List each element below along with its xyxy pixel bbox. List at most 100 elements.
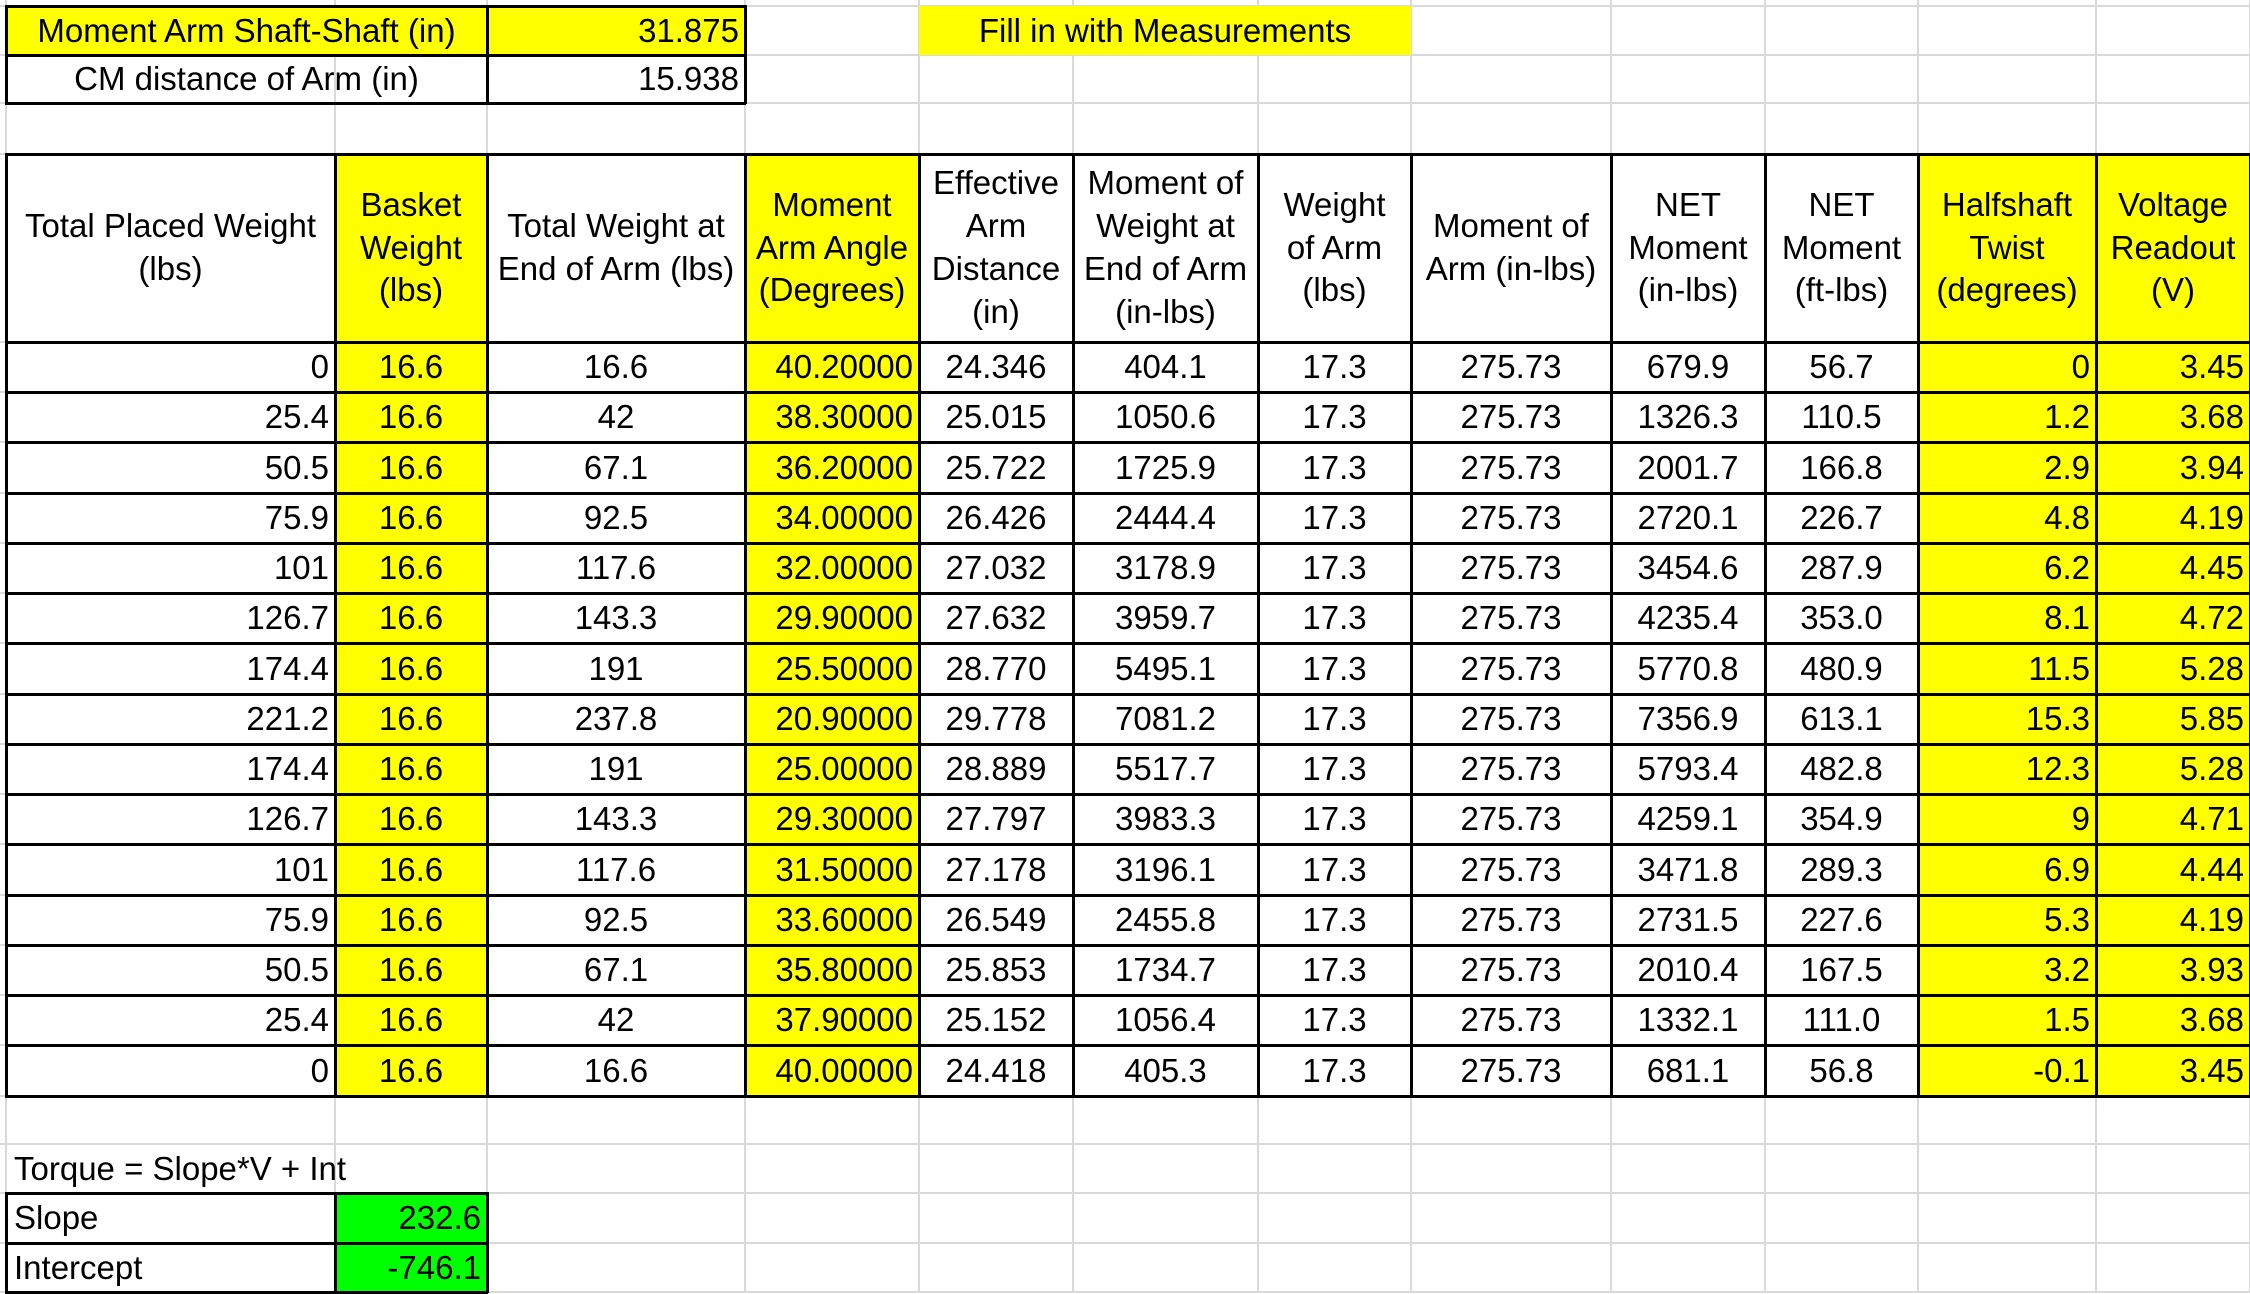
- table-cell[interactable]: 4259.1: [1637, 800, 1739, 838]
- table-cell[interactable]: 110.5: [1801, 398, 1882, 436]
- table-cell[interactable]: 20.90000: [745, 694, 919, 744]
- table-cell[interactable]: 2001.7: [1637, 448, 1739, 486]
- column-header[interactable]: Total Weight at End of Arm (lbs): [497, 207, 735, 287]
- table-cell[interactable]: 117.6: [575, 549, 657, 587]
- table-cell[interactable]: 101: [273, 549, 329, 587]
- table-cell[interactable]: 4.19: [2096, 895, 2250, 945]
- table-cell[interactable]: 16.6: [335, 744, 487, 794]
- table-cell[interactable]: 16.6: [335, 342, 487, 392]
- table-cell[interactable]: 56.7: [1809, 348, 1874, 386]
- table-cell[interactable]: 16.6: [335, 794, 487, 844]
- table-cell[interactable]: 16.6: [335, 643, 487, 694]
- table-cell[interactable]: 2731.5: [1637, 901, 1739, 939]
- table-cell[interactable]: 3.94: [2096, 442, 2250, 493]
- table-cell[interactable]: 1.2: [1918, 392, 2096, 442]
- table-cell[interactable]: 56.8: [1809, 1051, 1874, 1089]
- table-cell[interactable]: 29.30000: [745, 794, 919, 844]
- table-cell[interactable]: 50.5: [264, 951, 329, 989]
- table-cell[interactable]: 16.6: [335, 442, 487, 493]
- table-cell[interactable]: 353.0: [1800, 599, 1883, 637]
- table-cell[interactable]: 25.853: [945, 951, 1047, 989]
- column-header[interactable]: NET Moment (ft-lbs): [1781, 185, 1902, 309]
- column-header[interactable]: Basket Weight (lbs): [335, 154, 487, 342]
- column-header[interactable]: Moment of Arm (in-lbs): [1425, 207, 1597, 287]
- table-cell[interactable]: 17.3: [1302, 901, 1367, 939]
- table-cell[interactable]: 111.0: [1802, 1001, 1881, 1039]
- table-cell[interactable]: 35.80000: [745, 945, 919, 995]
- table-cell[interactable]: 24.418: [945, 1051, 1047, 1089]
- fill-measurements-note[interactable]: Fill in with Measurements: [919, 6, 1411, 55]
- table-cell[interactable]: 237.8: [574, 700, 658, 738]
- column-header[interactable]: Moment Arm Angle (Degrees): [745, 154, 919, 342]
- table-cell[interactable]: 1.5: [1918, 995, 2096, 1045]
- table-cell[interactable]: 2455.8: [1115, 901, 1216, 939]
- table-cell[interactable]: 3.45: [2096, 1045, 2250, 1096]
- table-cell[interactable]: 4235.4: [1637, 599, 1739, 637]
- table-cell[interactable]: 11.5: [1918, 643, 2096, 694]
- table-cell[interactable]: 126.7: [246, 800, 329, 838]
- column-header[interactable]: NET Moment (in-lbs): [1628, 185, 1748, 309]
- table-cell[interactable]: 3471.8: [1637, 850, 1739, 888]
- table-cell[interactable]: 40.00000: [745, 1045, 919, 1096]
- table-cell[interactable]: 7356.9: [1637, 700, 1739, 738]
- table-cell[interactable]: 275.73: [1460, 700, 1562, 738]
- table-cell[interactable]: 275.73: [1460, 448, 1562, 486]
- table-cell[interactable]: 9: [1918, 794, 2096, 844]
- table-cell[interactable]: 0: [1918, 342, 2096, 392]
- table-cell[interactable]: 16.6: [335, 493, 487, 543]
- column-header[interactable]: Weight of Arm (lbs): [1283, 185, 1386, 309]
- arm-distance-label[interactable]: Moment Arm Shaft-Shaft (in): [6, 6, 487, 55]
- table-cell[interactable]: 16.6: [335, 895, 487, 945]
- table-cell[interactable]: 16.6: [583, 1051, 649, 1089]
- table-cell[interactable]: 275.73: [1460, 850, 1562, 888]
- table-cell[interactable]: 221.2: [246, 700, 329, 738]
- table-cell[interactable]: 92.5: [583, 499, 649, 537]
- table-cell[interactable]: 480.9: [1800, 649, 1883, 687]
- table-cell[interactable]: 75.9: [264, 499, 329, 537]
- table-cell[interactable]: 16.6: [335, 593, 487, 643]
- table-cell[interactable]: 2720.1: [1637, 499, 1739, 537]
- table-cell[interactable]: 24.346: [945, 348, 1047, 386]
- table-cell[interactable]: 167.5: [1800, 951, 1883, 989]
- table-cell[interactable]: 29.90000: [745, 593, 919, 643]
- table-cell[interactable]: 226.7: [1800, 499, 1883, 537]
- table-cell[interactable]: 275.73: [1460, 800, 1562, 838]
- table-cell[interactable]: 27.032: [945, 549, 1047, 587]
- slope-label[interactable]: Slope: [14, 1199, 99, 1237]
- table-cell[interactable]: 16.6: [335, 543, 487, 593]
- table-cell[interactable]: 174.4: [246, 649, 329, 687]
- column-header[interactable]: Total Placed Weight (lbs): [24, 207, 317, 287]
- table-cell[interactable]: 16.6: [335, 694, 487, 744]
- table-cell[interactable]: 0: [310, 348, 329, 386]
- table-cell[interactable]: -0.1: [1918, 1045, 2096, 1096]
- table-cell[interactable]: 17.3: [1302, 499, 1367, 537]
- table-cell[interactable]: 16.6: [335, 945, 487, 995]
- table-cell[interactable]: 92.5: [583, 901, 649, 939]
- table-cell[interactable]: 5770.8: [1637, 649, 1739, 687]
- table-cell[interactable]: 40.20000: [745, 342, 919, 392]
- table-cell[interactable]: 6.9: [1918, 844, 2096, 895]
- table-cell[interactable]: 17.3: [1302, 951, 1367, 989]
- table-cell[interactable]: 117.6: [575, 850, 657, 888]
- table-cell[interactable]: 1734.7: [1115, 951, 1216, 989]
- table-cell[interactable]: 2444.4: [1115, 499, 1216, 537]
- table-cell[interactable]: 8.1: [1918, 593, 2096, 643]
- table-cell[interactable]: 275.73: [1460, 649, 1562, 687]
- table-cell[interactable]: 67.1: [583, 951, 649, 989]
- table-cell[interactable]: 1326.3: [1637, 398, 1739, 436]
- table-cell[interactable]: 17.3: [1302, 700, 1367, 738]
- table-cell[interactable]: 16.6: [583, 348, 649, 386]
- table-cell[interactable]: 5517.7: [1115, 750, 1216, 788]
- table-cell[interactable]: 15.3: [1918, 694, 2096, 744]
- torque-formula[interactable]: Torque = Slope*V + Int: [14, 1149, 347, 1187]
- table-cell[interactable]: 143.3: [574, 800, 658, 838]
- table-cell[interactable]: 287.9: [1800, 549, 1883, 587]
- table-cell[interactable]: 4.19: [2096, 493, 2250, 543]
- arm-distance-value[interactable]: 31.875: [487, 6, 745, 55]
- intercept-value[interactable]: -746.1: [335, 1243, 487, 1292]
- table-cell[interactable]: 2.9: [1918, 442, 2096, 493]
- table-cell[interactable]: 67.1: [583, 448, 649, 486]
- table-cell[interactable]: 275.73: [1460, 599, 1562, 637]
- table-cell[interactable]: 1725.9: [1115, 448, 1216, 486]
- table-cell[interactable]: 275.73: [1460, 348, 1562, 386]
